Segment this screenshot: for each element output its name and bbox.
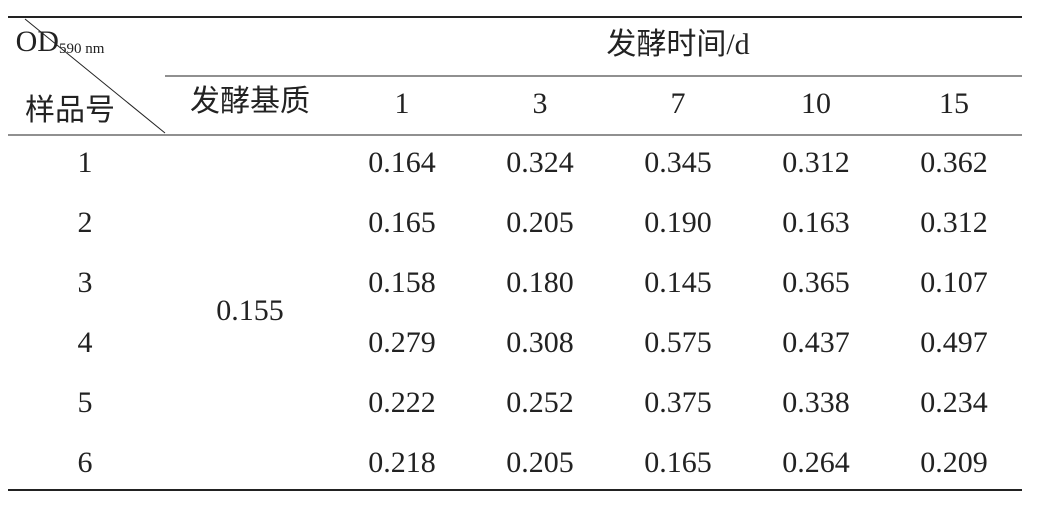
sample-id: 4 — [78, 326, 93, 359]
cell-value: 0.362 — [920, 146, 988, 179]
sample-id: 6 — [78, 446, 93, 479]
cell-value: 0.163 — [782, 206, 850, 239]
substrate-value: 0.155 — [216, 294, 284, 327]
cell-value: 0.209 — [920, 446, 988, 479]
cell-value: 0.222 — [368, 386, 436, 419]
group-header: 发酵时间/d — [606, 28, 749, 61]
cell-value: 0.365 — [782, 266, 850, 299]
corner-diagonal — [24, 18, 166, 134]
cell-value: 0.345 — [644, 146, 712, 179]
cell-value: 0.308 — [506, 326, 574, 359]
substrate-header: 发酵基质 — [190, 85, 310, 118]
cell-value: 0.180 — [506, 266, 574, 299]
cell-value: 0.437 — [782, 326, 850, 359]
cell-value: 0.497 — [920, 326, 988, 359]
day-header: 7 — [671, 87, 686, 120]
cell-value: 0.107 — [920, 266, 988, 299]
cell-value: 0.324 — [506, 146, 574, 179]
cell-value: 0.338 — [782, 386, 850, 419]
corner-top-sub: 590 nm — [59, 41, 105, 57]
cell-value: 0.145 — [644, 266, 712, 299]
cell-value: 0.575 — [644, 326, 712, 359]
cell-value: 0.279 — [368, 326, 436, 359]
sample-id: 1 — [78, 146, 93, 179]
corner-top-text: OD — [16, 25, 59, 58]
cell-value: 0.190 — [644, 206, 712, 239]
day-header: 15 — [939, 87, 969, 120]
sample-id: 2 — [78, 206, 93, 239]
cell-value: 0.164 — [368, 146, 436, 179]
cell-value: 0.252 — [506, 386, 574, 419]
sample-id: 3 — [78, 266, 93, 299]
cell-value: 0.375 — [644, 386, 712, 419]
cell-value: 0.312 — [920, 206, 988, 239]
cell-value: 0.205 — [506, 206, 574, 239]
cell-value: 0.264 — [782, 446, 850, 479]
cell-value: 0.165 — [368, 206, 436, 239]
cell-value: 0.158 — [368, 266, 436, 299]
corner-top: OD590 nm — [16, 25, 105, 58]
day-header: 3 — [533, 87, 548, 120]
cell-value: 0.218 — [368, 446, 436, 479]
day-header: 1 — [395, 87, 410, 120]
cell-value: 0.165 — [644, 446, 712, 479]
cell-value: 0.312 — [782, 146, 850, 179]
corner-bottom: 样品号 — [25, 94, 115, 127]
sample-id: 5 — [78, 386, 93, 419]
cell-value: 0.234 — [920, 386, 988, 419]
day-header: 10 — [801, 87, 831, 120]
cell-value: 0.205 — [506, 446, 574, 479]
